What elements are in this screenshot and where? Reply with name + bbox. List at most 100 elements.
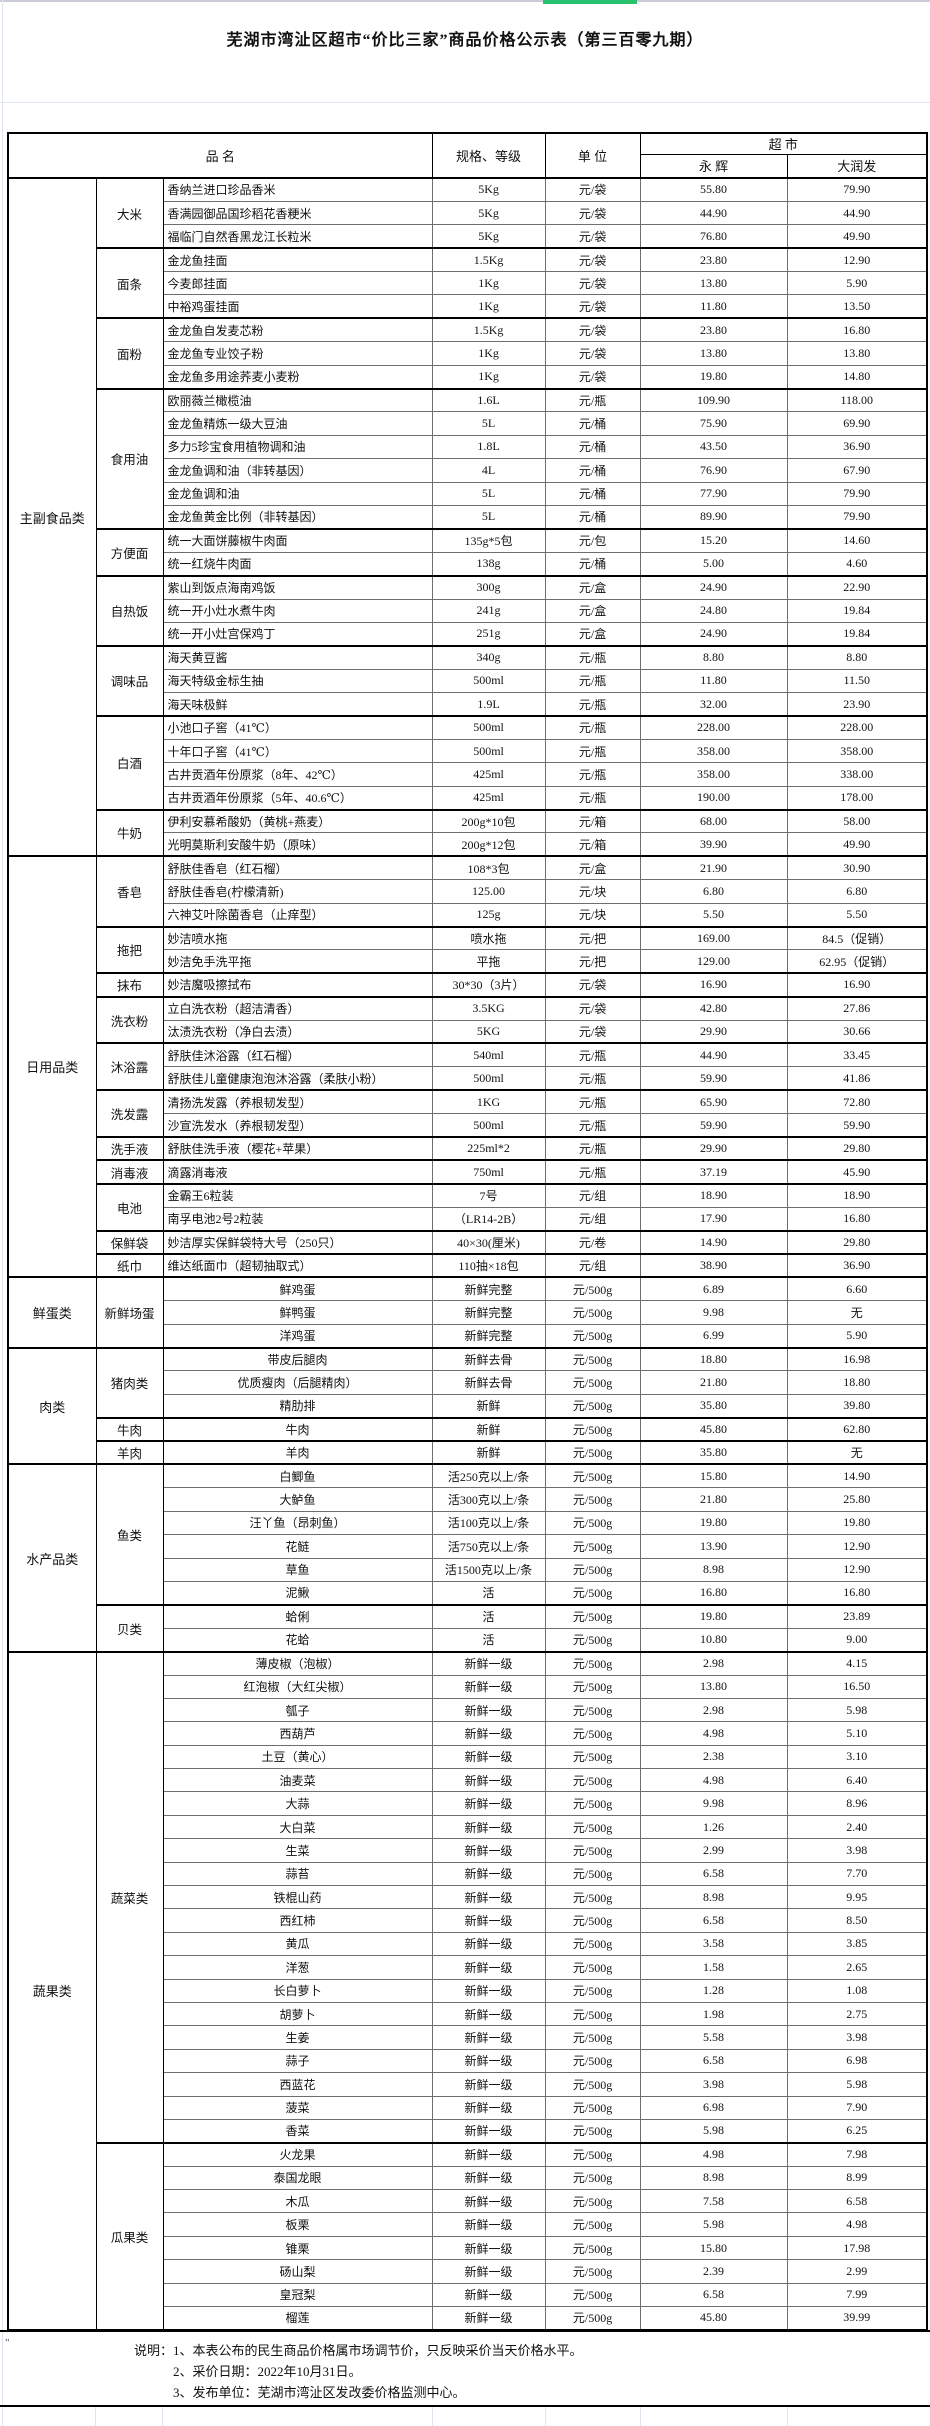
cell-product: 蛤俐: [162, 1603, 433, 1629]
table-row: 土豆（黄心） 新鲜一级 元/500g 2.38 3.10: [8, 1744, 928, 1770]
cell-price-darunfa: 7.99: [786, 2282, 928, 2308]
cell-price-yonghui: 10.80: [639, 1627, 788, 1653]
cell-unit: 元/袋: [544, 364, 641, 390]
header-yonghui: 永 辉: [639, 153, 788, 179]
group-label: 蔬菜类: [95, 1650, 164, 2144]
cell-price-yonghui: 6.58: [639, 1861, 788, 1887]
cell-price-yonghui: 358.00: [639, 738, 788, 764]
cell-price-darunfa: 72.80: [786, 1089, 928, 1115]
group-label: 面粉: [95, 317, 164, 390]
table-row: 西红柿 新鲜一级 元/500g 6.58 8.50: [8, 1908, 928, 1933]
cell-price-darunfa: 29.80: [786, 1229, 928, 1255]
table-row: 金龙鱼精炼一级大豆油 5L 元/桶 75.90 69.90: [8, 411, 928, 436]
cell-product: 海天特级金标生抽: [162, 668, 433, 694]
cell-unit: 元/袋: [544, 341, 641, 366]
note-line-2: 2、采价日期：2022年10月31日。: [173, 2364, 362, 2379]
table-row: 香菜 新鲜一级 元/500g 5.98 6.25: [8, 2118, 928, 2144]
cell-unit: 元/把: [544, 949, 641, 974]
cell-price-yonghui: 1.26: [639, 1814, 788, 1840]
section-label: 日用品类: [7, 855, 97, 1278]
note-line-1: 1、本表公布的民生商品价格属市场调节价，只反映采价当天价格水平。: [173, 2343, 583, 2358]
cell-spec: 138g: [431, 551, 546, 577]
cell-price-yonghui: 19.80: [639, 1603, 788, 1629]
cell-price-darunfa: 39.99: [786, 2306, 928, 2331]
cell-product: 花蛤: [162, 1627, 433, 1653]
cell-spec: 500ml: [431, 668, 546, 694]
cell-product: 南孚电池2号2粒装: [162, 1206, 433, 1232]
cell-unit: 元/500g: [544, 2025, 641, 2050]
table-row: 洗手液 舒肤佳洗手液（樱花+苹果） 225ml*2 元/瓶 29.90 29.80: [8, 1135, 928, 1161]
cell-price-yonghui: 23.80: [639, 247, 788, 273]
cell-spec: 新鲜一级: [431, 2165, 546, 2191]
cell-product: 薄皮椒（泡椒）: [162, 1650, 433, 1676]
table-row: 花鲢 活750克以上/条 元/500g 13.90 12.90: [8, 1534, 928, 1559]
cell-unit: 元/500g: [544, 2141, 641, 2167]
cell-unit: 元/500g: [544, 1627, 641, 1653]
cell-unit: 元/瓶: [544, 668, 641, 694]
cell-product: 土豆（黄心）: [162, 1744, 433, 1770]
cell-unit: 元/500g: [544, 1346, 641, 1372]
cell-price-darunfa: 16.98: [786, 1346, 928, 1372]
cell-price-darunfa: 19.84: [786, 621, 928, 647]
cell-price-darunfa: 79.90: [786, 504, 928, 530]
cell-price-darunfa: 178.00: [786, 785, 928, 811]
table-row: 十年口子窖（41℃） 500ml 元/瓶 358.00 358.00: [8, 738, 928, 764]
cell-spec: 125g: [431, 902, 546, 928]
cell-product: 古井贡酒年份原浆（8年、42℃）: [162, 762, 433, 787]
cell-unit: 元/500g: [544, 1838, 641, 1863]
table-row: 铁棍山药 新鲜一级 元/500g 8.98 9.95: [8, 1885, 928, 1910]
cell-unit: 元/袋: [544, 176, 641, 202]
section-label: 主副食品类: [7, 176, 97, 857]
cell-price-yonghui: 2.38: [639, 1744, 788, 1770]
cell-unit: 元/500g: [544, 1487, 641, 1512]
cell-product: 沙宣洗发水（养根韧发型）: [162, 1113, 433, 1138]
cell-price-darunfa: 8.80: [786, 644, 928, 670]
section-label: 蔬果类: [7, 1650, 97, 2331]
cell-price-yonghui: 55.80: [639, 176, 788, 202]
cell-unit: 元/把: [544, 925, 641, 951]
table-body: 主副食品类 大米 香纳兰进口珍品香米 5Kg 元/袋 55.80 79.90 香满园御品国珍稻…: [7, 176, 928, 2331]
cell-spec: 喷水拖: [431, 925, 546, 951]
cell-spec: 750ml: [431, 1159, 546, 1185]
cell-product: 带皮后腿肉: [162, 1346, 433, 1372]
group-label: 白酒: [95, 714, 164, 811]
cell-spec: 5L: [431, 504, 546, 530]
cell-unit: 元/500g: [544, 1276, 641, 1302]
table-row: 面粉 金龙鱼自发麦芯粉 1.5Kg 元/袋 23.80 16.80: [8, 317, 928, 390]
table-row: 多力5珍宝食用植物调和油 1.8L 元/桶 43.50 36.90: [8, 434, 928, 460]
cell-unit: 元/500g: [544, 1791, 641, 1816]
table-row: 汪丫鱼（昂刺鱼） 活100克以上/条 元/500g 19.80 19.80: [8, 1510, 928, 1536]
cell-price-yonghui: 38.90: [639, 1252, 788, 1278]
cell-unit: 元/500g: [544, 2165, 641, 2191]
cell-price-yonghui: 76.90: [639, 458, 788, 483]
group-label: 纸巾: [95, 1252, 164, 1278]
table-row: 沙宣洗发水（养根韧发型） 500ml 元/瓶 59.90 59.90: [8, 1113, 928, 1138]
cell-unit: 元/组: [544, 1206, 641, 1232]
cell-unit: 元/桶: [544, 458, 641, 483]
table-row: 菠菜 新鲜一级 元/500g 6.98 7.90: [8, 2095, 928, 2120]
group-label: 大米: [95, 176, 164, 249]
cell-spec: 活: [431, 1603, 546, 1629]
cell-unit: 元/500g: [544, 1416, 641, 1442]
cell-product: 妙洁厚实保鲜袋特大号（250只）: [162, 1229, 433, 1255]
table-row: 牛奶 伊利安慕希酸奶（黄桃+燕麦） 200g*10包 元/箱 68.00 58.00: [8, 808, 928, 857]
cell-spec: 新鲜: [431, 1440, 546, 1465]
cell-spec: （LR14-2B）: [431, 1206, 546, 1232]
cell-price-yonghui: 37.19: [639, 1159, 788, 1185]
cell-price-darunfa: 2.65: [786, 1955, 928, 1980]
cell-spec: 1Kg: [431, 294, 546, 319]
table-row: 优质瘦肉（后腿精肉） 新鲜去骨 元/500g 21.80 18.80: [8, 1370, 928, 1395]
cell-price-yonghui: 129.00: [639, 949, 788, 974]
cell-price-darunfa: 16.80: [786, 317, 928, 343]
cell-unit: 元/500g: [544, 2282, 641, 2308]
table-bottom-rule: [0, 2330, 930, 2332]
group-label: 洗手液: [95, 1135, 164, 1161]
cell-spec: 新鲜: [431, 1393, 546, 1419]
cell-price-darunfa: 118.00: [786, 387, 928, 413]
cell-spec: 30*30（3片）: [431, 972, 546, 998]
table-row: 蔬果类 蔬菜类 薄皮椒（泡椒） 新鲜一级 元/500g 2.98 4.15: [7, 1650, 928, 2331]
table-row: 舒肤佳香皂(柠檬清新) 125.00 元/块 6.80 6.80: [8, 879, 928, 904]
cell-product: 鲜鸭蛋: [162, 1300, 433, 1325]
cell-price-darunfa: 3.10: [786, 1744, 928, 1770]
cell-spec: 1KG: [431, 1089, 546, 1115]
